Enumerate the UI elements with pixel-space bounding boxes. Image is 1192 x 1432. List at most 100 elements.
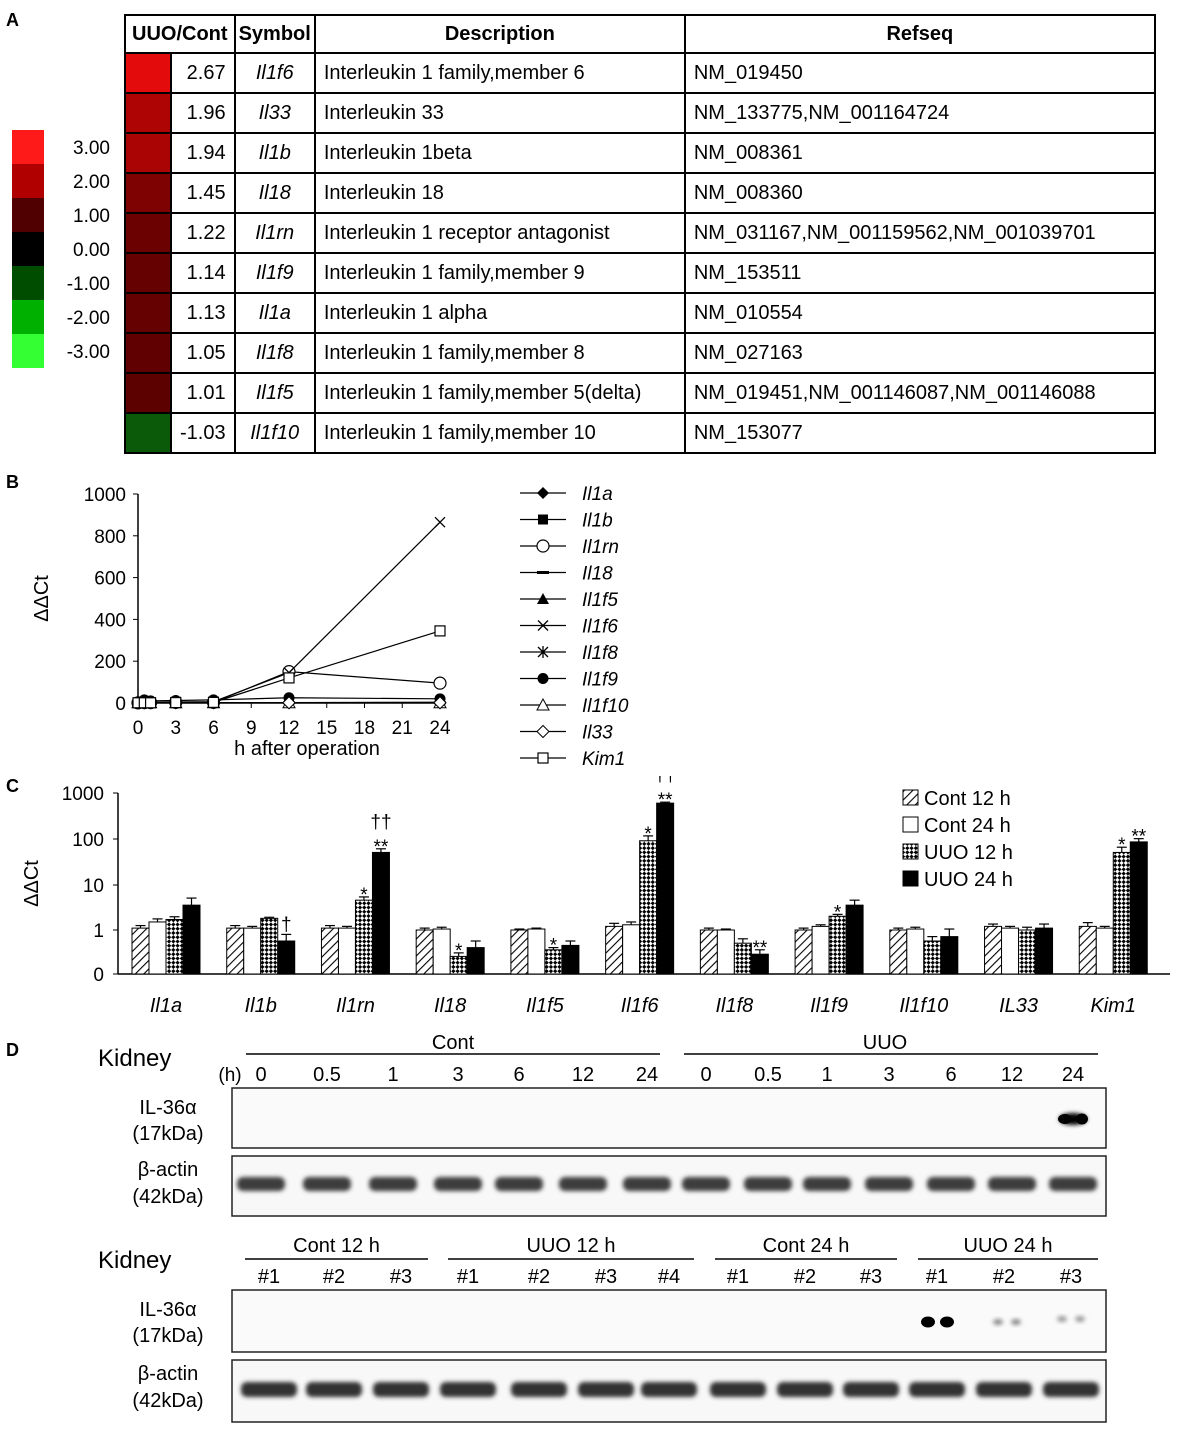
bar — [466, 947, 485, 975]
lane-time-label: 6 — [513, 1064, 524, 1086]
color-scale-legend: 3.00 2.00 1.00 0.00 -1.00 -2.00 -3.00 — [12, 130, 110, 368]
heatmap-cell — [124, 132, 172, 174]
band — [641, 1382, 697, 1397]
significance-mark: * — [550, 936, 558, 957]
band — [843, 1382, 899, 1397]
description-cell: Interleukin 1 family,member 6 — [313, 52, 686, 94]
x-tick-label: 0 — [133, 718, 144, 739]
row-label: (42kDa) — [132, 1186, 203, 1208]
bar — [277, 940, 296, 975]
bar — [906, 928, 925, 975]
significance-mark: †† — [655, 776, 676, 786]
description-cell: Interleukin 1 family,member 5(delta) — [313, 372, 686, 414]
bar — [226, 927, 245, 975]
lane-sample-label: #4 — [658, 1266, 680, 1288]
x-tick-label: 6 — [208, 718, 219, 739]
row-label: (42kDa) — [132, 1390, 203, 1412]
lane-time-label: 3 — [452, 1064, 463, 1086]
heatmap-cell — [124, 172, 172, 214]
lane-sample-label: #3 — [595, 1266, 617, 1288]
category-label: Il18 — [434, 995, 466, 1017]
symbol-cell: Il1rn — [233, 212, 316, 254]
bar — [923, 940, 942, 975]
legend-item: Il1b — [520, 511, 613, 532]
legend-item: Il1rn — [520, 537, 619, 558]
blot-il36a-bottom — [231, 1289, 1107, 1353]
heatmap-cell — [124, 252, 172, 294]
table-row: 1.01 Il1f5 Interleukin 1 family,member 5(d… — [124, 372, 1156, 414]
scale-swatch — [12, 232, 44, 266]
series-Kim1 — [132, 625, 446, 709]
legend-label: Kim1 — [582, 749, 625, 770]
bar — [828, 915, 847, 975]
scale-swatch — [12, 198, 44, 232]
lane-sample-label: #3 — [860, 1266, 882, 1288]
band — [993, 1319, 1003, 1325]
y-tick-label: 0 — [115, 694, 126, 715]
y-tick-label: 200 — [94, 652, 126, 673]
header-symbol: Symbol — [233, 14, 316, 54]
bar — [733, 942, 752, 975]
band — [237, 1177, 285, 1191]
bar — [1001, 927, 1020, 975]
fold-change-cell: -1.03 — [170, 412, 236, 454]
bar — [243, 927, 262, 975]
blot-title: Kidney — [98, 1247, 171, 1274]
band — [803, 1177, 851, 1191]
lane-time-label: 0.5 — [754, 1064, 782, 1086]
row-label: IL-36α — [139, 1097, 196, 1119]
significance-mark: ** — [1131, 827, 1146, 848]
legend-label: Cont 24 h — [924, 815, 1011, 837]
scale-swatch — [12, 266, 44, 300]
scale-label: -1.00 — [67, 274, 110, 295]
legend-item: Cont 24 h — [902, 815, 1011, 837]
category-label: Il1f5 — [526, 995, 565, 1017]
heatmap-cell — [124, 412, 172, 454]
refseq-cell: NM_019450 — [683, 52, 1156, 94]
band — [1058, 1114, 1072, 1124]
refseq-cell: NM_153077 — [683, 412, 1156, 454]
band — [1049, 1177, 1097, 1191]
significance-mark: * — [455, 941, 463, 962]
y-axis-title: ΔΔCt — [21, 860, 43, 907]
marker-point — [537, 487, 549, 499]
x-axis-title: h after operation — [234, 738, 380, 760]
category-label: Il1rn — [336, 995, 375, 1017]
symbol-cell: Il1f5 — [233, 372, 316, 414]
lane-time-label: 24 — [1062, 1064, 1084, 1086]
fold-change-cell: 1.94 — [170, 132, 236, 174]
lane-sample-label: #1 — [457, 1266, 479, 1288]
legend-label: Il1f6 — [582, 617, 618, 638]
symbol-cell: Il1f10 — [233, 412, 316, 454]
band — [682, 1177, 730, 1191]
legend-item: UUO 12 h — [902, 842, 1013, 864]
description-cell: Interleukin 18 — [313, 172, 686, 214]
band — [909, 1382, 965, 1397]
fold-change-cell: 2.67 — [170, 52, 236, 94]
lane-time-label: 6 — [945, 1064, 956, 1086]
legend-item: Il1f8 — [520, 643, 618, 664]
y-tick-label: 0 — [93, 965, 104, 986]
band — [1043, 1382, 1099, 1397]
bar — [1035, 927, 1054, 975]
bar — [845, 904, 864, 975]
scale-label: 3.00 — [73, 138, 110, 159]
description-cell: Interleukin 1 receptor antagonist — [313, 212, 686, 254]
lane-sample-label: #1 — [926, 1266, 948, 1288]
legend-label: Il1f10 — [582, 696, 629, 717]
bar — [750, 953, 769, 975]
bar — [148, 921, 167, 975]
refseq-cell: NM_008361 — [683, 132, 1156, 174]
significance-mark: ** — [658, 790, 673, 811]
bar — [811, 925, 830, 975]
table-row: 1.96 Il33 Interleukin 33 NM_133775,NM_00116… — [124, 92, 1156, 134]
lane-time-label: 0 — [255, 1064, 266, 1086]
y-tick-label: 10 — [83, 876, 104, 897]
table-row: 1.22 Il1rn Interleukin 1 receptor antagoni… — [124, 212, 1156, 254]
lane-time-label: 0.5 — [313, 1064, 341, 1086]
symbol-cell: Il1f6 — [233, 52, 316, 94]
y-tick-label: 400 — [94, 610, 126, 631]
y-tick-label: 1 — [93, 921, 104, 942]
line-chart-panel-b: 0 200 400 600 800 1000 0 3 6 9 12 15 18 21 24 h after o… — [31, 484, 629, 770]
band — [940, 1316, 954, 1328]
